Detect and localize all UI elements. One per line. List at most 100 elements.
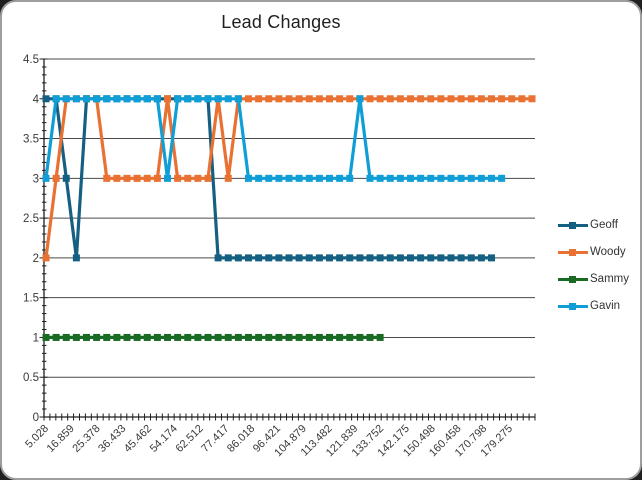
data-marker [42, 333, 50, 341]
data-marker [477, 95, 485, 103]
legend-item-sammy[interactable]: Sammy [558, 270, 629, 288]
series-line-gavin[interactable] [44, 97, 502, 180]
data-marker [295, 333, 303, 341]
data-marker [164, 174, 171, 182]
data-marker [143, 333, 151, 341]
data-marker [153, 333, 161, 341]
data-marker [255, 254, 263, 262]
data-marker [255, 95, 263, 103]
data-marker [356, 254, 364, 262]
data-marker [62, 174, 70, 182]
data-marker [315, 174, 323, 182]
data-marker [42, 254, 50, 262]
data-marker [315, 254, 323, 262]
data-marker [72, 254, 80, 262]
data-marker [477, 254, 485, 262]
data-marker [234, 333, 242, 341]
data-marker [255, 174, 263, 182]
data-marker [488, 174, 495, 182]
data-marker [447, 254, 455, 262]
data-marker [214, 254, 222, 262]
data-marker [407, 174, 414, 182]
legend-item-woody[interactable]: Woody [558, 243, 629, 261]
data-marker [305, 333, 313, 341]
data-marker [83, 95, 90, 103]
data-marker [417, 174, 425, 182]
data-marker [103, 95, 111, 103]
svg-text:0.5: 0.5 [23, 372, 39, 384]
data-marker [93, 95, 101, 103]
data-marker [467, 254, 475, 262]
data-marker [62, 95, 70, 103]
svg-text:16.859: 16.859 [45, 423, 77, 455]
data-marker [295, 95, 303, 103]
data-marker [265, 254, 273, 262]
data-marker [305, 174, 313, 182]
data-marker [52, 333, 60, 341]
data-marker [477, 174, 485, 182]
data-marker [437, 174, 445, 182]
data-marker [214, 95, 222, 103]
data-marker [184, 95, 192, 103]
data-marker [356, 333, 364, 341]
data-marker [427, 95, 435, 103]
data-marker [326, 333, 333, 341]
data-marker [164, 95, 171, 103]
data-marker [336, 333, 344, 341]
data-marker [184, 174, 192, 182]
data-marker [366, 254, 374, 262]
data-marker [396, 254, 404, 262]
data-marker [285, 254, 293, 262]
data-marker [52, 174, 60, 182]
legend-marker-icon [558, 243, 588, 261]
data-marker [285, 174, 293, 182]
data-marker [133, 333, 141, 341]
chart-title[interactable]: Lead Changes [221, 12, 341, 32]
data-marker [376, 174, 384, 182]
data-marker [366, 174, 374, 182]
series-gavin[interactable] [42, 95, 506, 182]
legend-marker-icon [558, 297, 588, 315]
data-marker [133, 174, 141, 182]
data-marker [204, 333, 212, 341]
y-gridlines [44, 58, 535, 378]
legend-marker-icon [558, 216, 588, 234]
svg-text:2.5: 2.5 [23, 213, 39, 225]
data-marker [346, 174, 354, 182]
legend-item-gavin[interactable]: Gavin [558, 297, 629, 315]
data-marker [143, 95, 151, 103]
data-marker [143, 174, 151, 182]
data-marker [498, 174, 506, 182]
data-marker [265, 174, 273, 182]
data-marker [194, 174, 202, 182]
data-marker [174, 95, 182, 103]
data-marker [295, 254, 303, 262]
data-marker [396, 95, 404, 103]
data-marker [467, 95, 475, 103]
svg-text:3: 3 [33, 173, 39, 185]
svg-text:2: 2 [33, 253, 39, 265]
svg-text:1: 1 [33, 332, 39, 344]
data-marker [174, 333, 182, 341]
series-sammy[interactable] [42, 333, 384, 341]
data-marker [224, 333, 232, 341]
data-marker [245, 333, 252, 341]
data-marker [234, 95, 242, 103]
data-marker [498, 95, 506, 103]
data-marker [93, 333, 101, 341]
legend-item-geoff[interactable]: Geoff [558, 216, 629, 234]
data-marker [386, 174, 394, 182]
data-marker [103, 174, 111, 182]
data-marker [174, 174, 182, 182]
data-marker [457, 174, 465, 182]
data-marker [376, 95, 384, 103]
data-marker [194, 333, 202, 341]
svg-text:1.5: 1.5 [23, 293, 39, 305]
svg-text:4.5: 4.5 [23, 54, 39, 66]
data-marker [204, 95, 212, 103]
data-marker [275, 95, 283, 103]
data-marker [366, 333, 374, 341]
data-marker [224, 254, 232, 262]
legend-label: Woody [590, 246, 626, 258]
